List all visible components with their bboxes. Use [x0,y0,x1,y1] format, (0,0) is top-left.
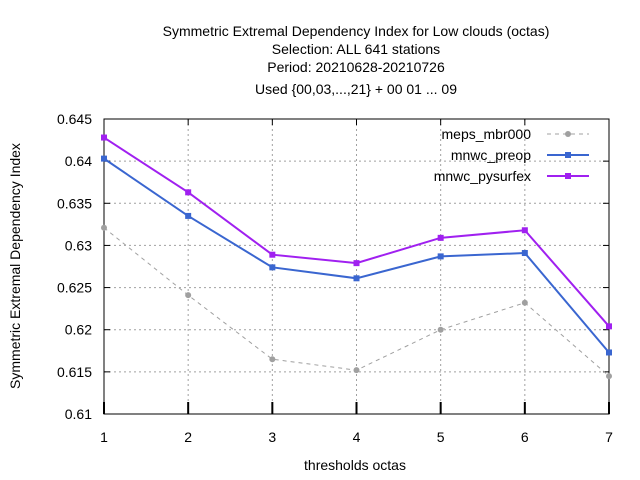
x-tick-label: 2 [184,429,192,445]
data-point [269,264,276,271]
x-tick-label: 5 [437,429,445,445]
legend-label-mnwc_preop: mnwc_preop [451,147,531,163]
x-tick-label: 7 [605,429,613,445]
legend-swatch-marker [565,131,571,137]
chart-title-line-3: Period: 20210628-20210726 [267,59,445,75]
y-tick-label: 0.635 [57,195,92,211]
chart-title-line-1: Symmetric Extremal Dependency Index for … [163,23,550,39]
data-point [521,227,528,234]
x-tick-label: 1 [100,429,108,445]
y-tick-label: 0.645 [57,111,92,127]
data-point [185,189,192,196]
data-point [269,251,276,258]
legend: meps_mbr000 mnwc_preop mnwc_pysurfex [434,126,589,184]
series-group [101,134,612,380]
x-tick-label: 4 [353,429,361,445]
grid [104,119,609,414]
y-tick-label: 0.61 [65,406,92,422]
y-tick-label: 0.64 [65,153,92,169]
data-point [269,356,276,363]
data-point [437,234,444,241]
data-point [606,373,612,380]
axes: 0.61 0.615 0.62 0.625 0.63 0.635 0.64 0.645 1 2 3 4… [57,111,613,445]
data-point [353,367,360,374]
data-point [101,155,107,162]
y-tick-label: 0.62 [65,322,92,338]
data-point [353,275,360,282]
x-tick-label: 6 [521,429,529,445]
x-axis-label: thresholds octas [304,457,406,473]
chart-title-line-4: Used {00,03,...,21} + 00 01 ... 09 [255,81,457,97]
data-point [185,212,192,219]
chart-title: Symmetric Extremal Dependency Index for … [163,23,550,97]
data-point [437,253,444,260]
data-point [521,250,528,257]
data-point [521,299,528,306]
data-point [606,349,612,356]
legend-swatch-marker [565,152,571,158]
y-tick-label: 0.625 [57,280,92,296]
series-meps_mbr000 [101,224,612,380]
data-point [437,326,444,333]
series-mnwc_preop [101,155,612,356]
x-tick-label: 3 [268,429,276,445]
y-tick-label: 0.63 [65,237,92,253]
data-point [606,323,612,330]
data-point [185,292,192,299]
y-axis-label: Symmetric Extremal Dependency Index [7,143,23,389]
legend-label-mnwc_pysurfex: mnwc_pysurfex [434,168,531,184]
data-point [101,134,107,141]
data-point [353,260,360,267]
y-tick-label: 0.615 [57,364,92,380]
chart-title-line-2: Selection: ALL 641 stations [272,41,440,57]
legend-label-meps_mbr000: meps_mbr000 [442,126,532,142]
series-mnwc_pysurfex [101,134,612,330]
data-point [101,224,107,231]
legend-swatch-marker [565,173,571,179]
